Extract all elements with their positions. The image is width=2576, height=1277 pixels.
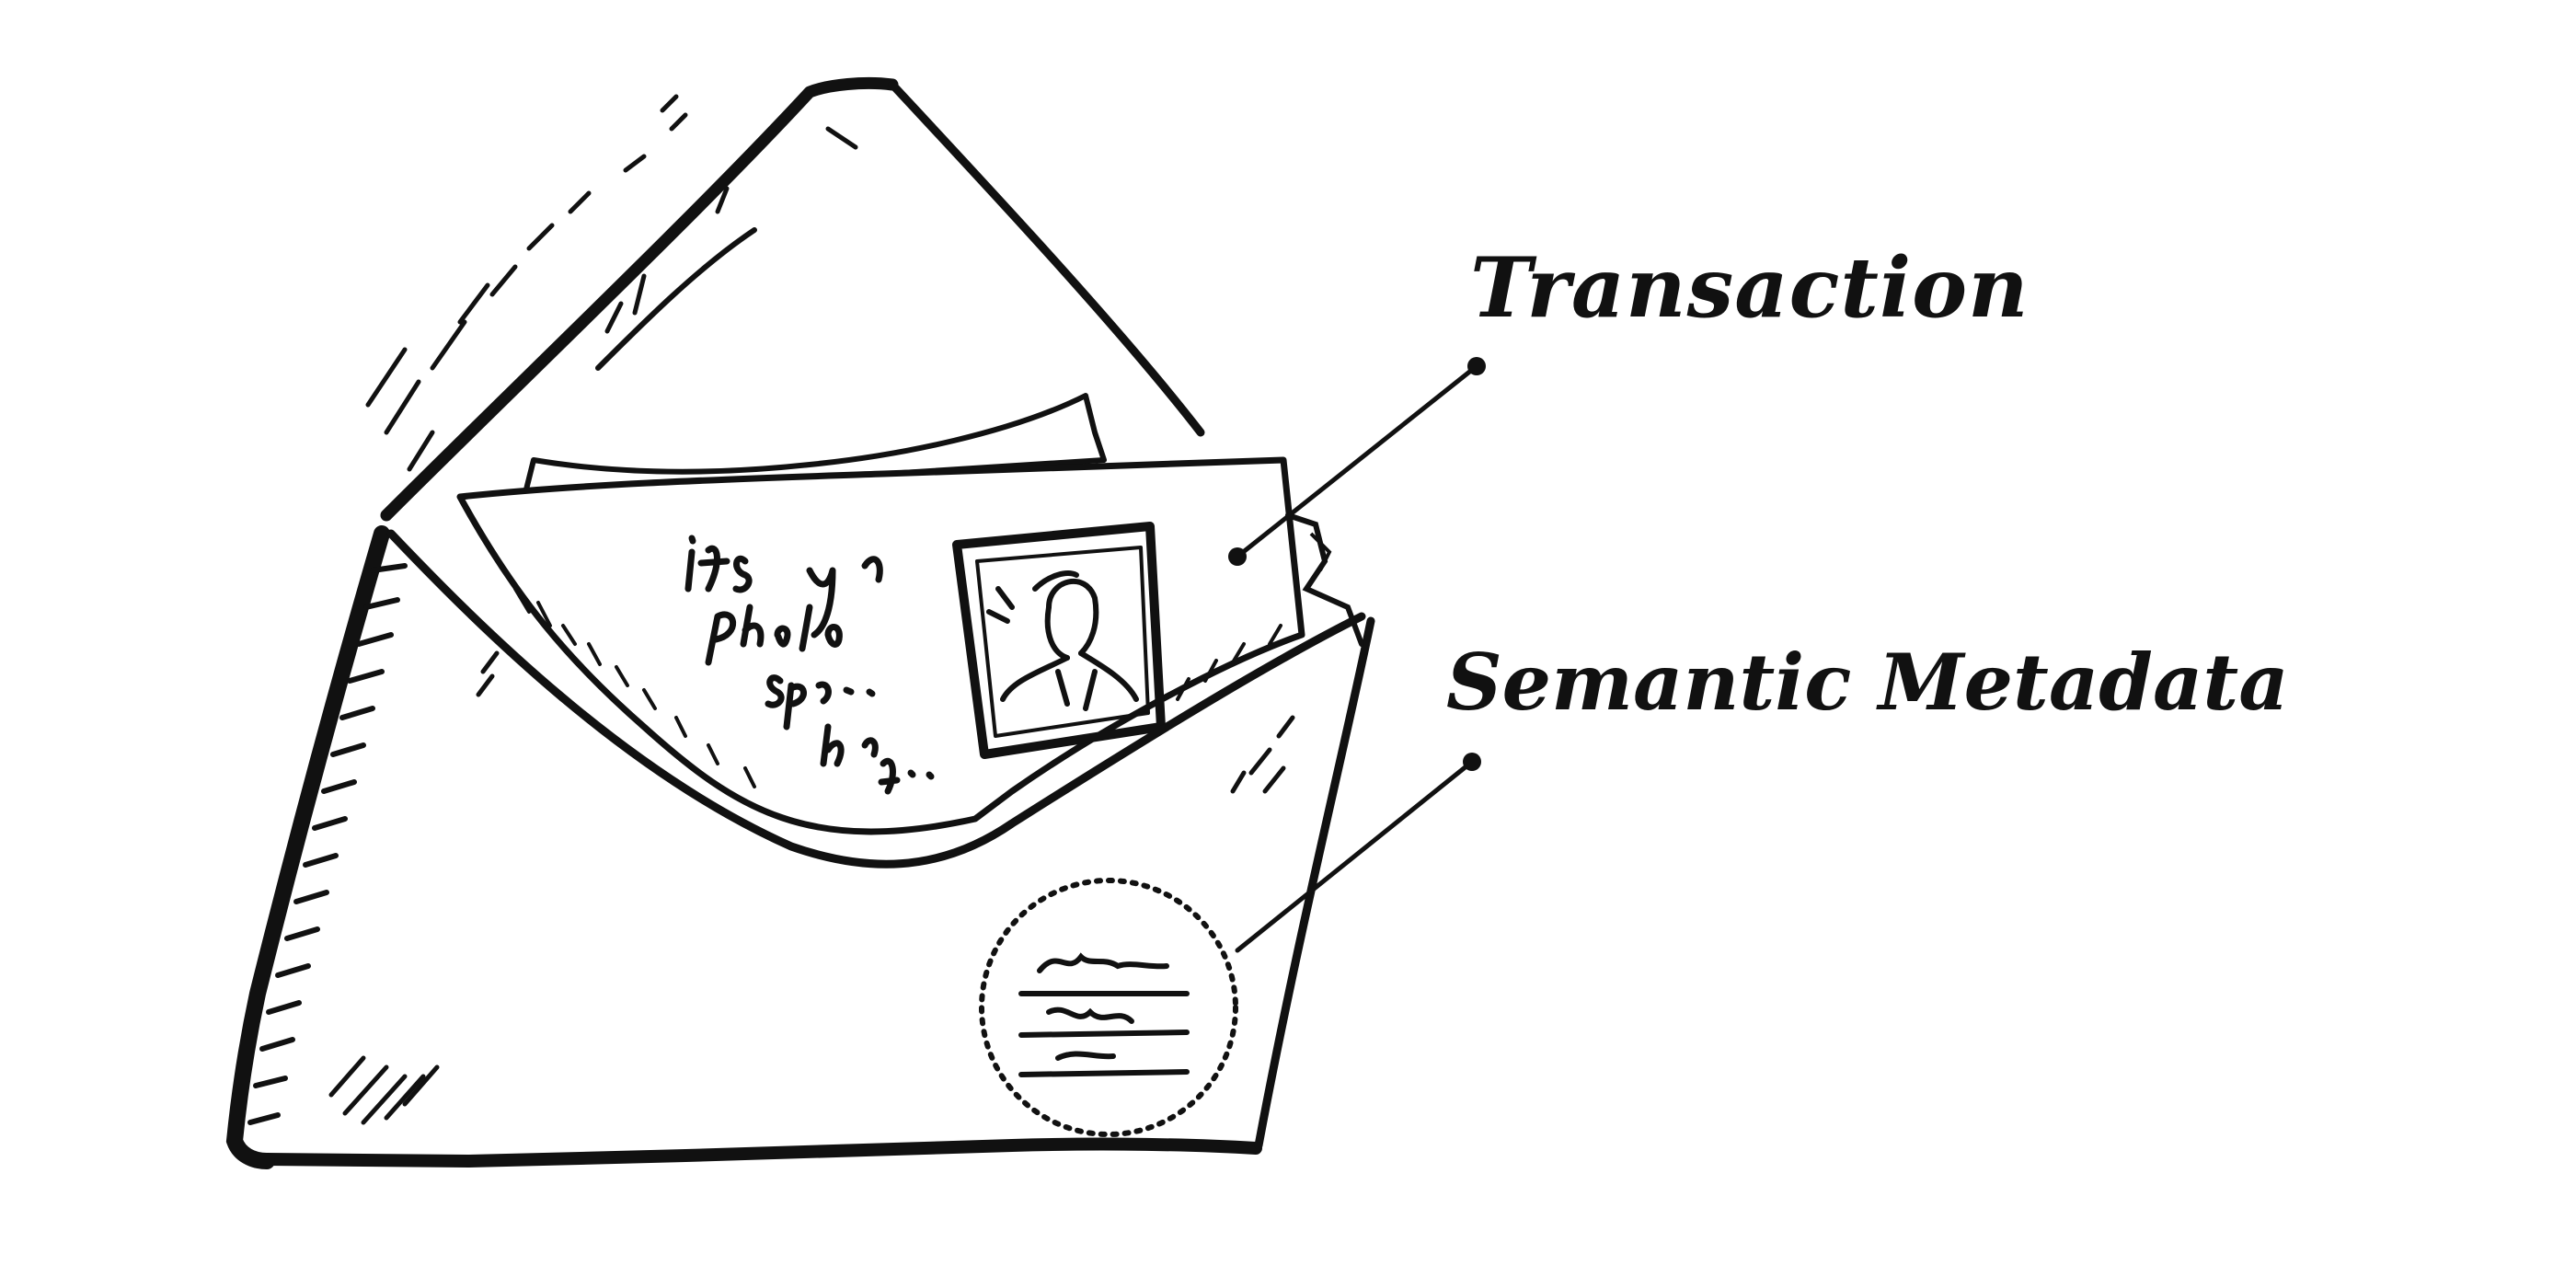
transaction-leader-line xyxy=(1235,363,1479,559)
seal-handwriting xyxy=(1018,952,1190,1077)
semantic-metadata-label: Semantic Metadata xyxy=(1446,637,2289,728)
callout-leaders xyxy=(1228,357,1486,953)
transaction-leader-dot-start xyxy=(1228,547,1247,566)
envelope-back-flap xyxy=(380,76,1205,522)
metadata-leader-dot-end xyxy=(1463,753,1481,771)
envelope-side-hatching xyxy=(247,563,408,1125)
transaction-leader-dot-end xyxy=(1467,357,1486,375)
portrait-figure xyxy=(986,570,1139,711)
envelope-front-hatching xyxy=(328,650,1295,1125)
transaction-label: Transaction xyxy=(1470,239,2030,337)
flap-hatching xyxy=(365,94,688,472)
envelope-body xyxy=(225,512,1375,1169)
metadata-seal xyxy=(979,878,1238,1137)
letter-handwriting xyxy=(684,535,935,795)
metadata-leader-line xyxy=(1235,759,1475,953)
